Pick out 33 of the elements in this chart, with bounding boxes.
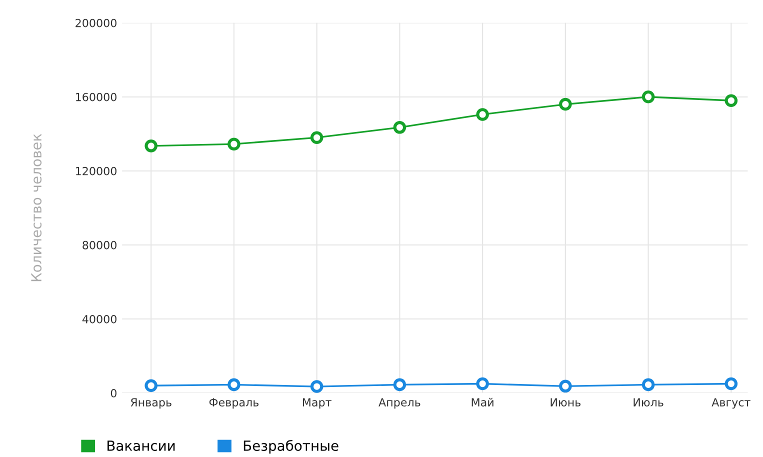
x-tick-label: Июль — [634, 398, 664, 406]
point — [642, 90, 655, 104]
x-tick-label: Февраль — [209, 398, 259, 409]
point — [228, 138, 240, 150]
x-tick-label: Август — [712, 398, 750, 409]
y-tick-label: 120000 — [76, 166, 116, 176]
point — [310, 380, 324, 393]
point — [310, 131, 324, 144]
x-tick-label: Апрель — [378, 398, 420, 409]
point — [559, 98, 572, 111]
point — [642, 378, 655, 392]
point — [724, 377, 738, 390]
point — [559, 380, 572, 393]
legend-label: Вакансии — [108, 440, 175, 451]
x-tick-label: Январь — [130, 398, 172, 409]
y-tick-label: 80000 — [82, 240, 116, 250]
point — [476, 108, 489, 121]
y-tick-label: 160000 — [76, 92, 116, 102]
x-tick-label: Март — [302, 398, 332, 409]
y-tick-label: 40000 — [82, 314, 116, 324]
x-tick-label: Май — [472, 398, 494, 406]
y-axis-title: Количество человек — [31, 134, 42, 282]
point — [228, 378, 240, 392]
point — [393, 378, 406, 392]
point — [476, 377, 489, 390]
y-tick-label: 200000 — [76, 18, 116, 28]
point — [144, 379, 158, 392]
point — [393, 121, 406, 134]
x-tick-label: Июнь — [550, 398, 581, 406]
y-tick-label: 0 — [110, 388, 116, 398]
point — [144, 140, 158, 152]
point — [724, 94, 738, 107]
legend-label: Безработные — [244, 440, 338, 454]
